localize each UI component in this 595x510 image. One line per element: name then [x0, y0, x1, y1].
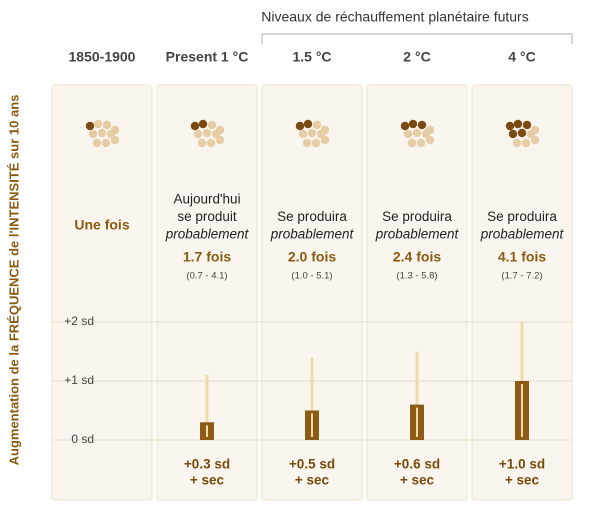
dot-light	[101, 138, 111, 148]
dot-light	[530, 135, 540, 145]
dot-light	[320, 135, 330, 145]
dot-dark	[505, 121, 515, 131]
dot-light	[307, 128, 317, 138]
dot-light	[521, 138, 531, 148]
dot-light	[530, 125, 540, 135]
description: probablement	[270, 227, 355, 242]
dot-dark	[295, 121, 305, 131]
frequency-label: 4.1 fois	[498, 249, 546, 265]
description: Aujourd'hui	[173, 192, 240, 207]
description: Se produira	[382, 209, 452, 224]
dry-label: + sec	[295, 473, 330, 488]
dot-light	[207, 120, 217, 130]
frequency-label: 2.0 fois	[288, 249, 336, 265]
dot-light	[412, 128, 422, 138]
dot-light	[197, 138, 207, 148]
column-card	[261, 84, 363, 501]
dot-dark	[508, 129, 518, 139]
description: Se produira	[277, 209, 347, 224]
dot-light	[110, 135, 120, 145]
column-card	[366, 84, 468, 501]
frequency-label: 2.4 fois	[393, 249, 441, 265]
dot-light	[302, 138, 312, 148]
dot-light	[311, 138, 321, 148]
description: se produit	[177, 209, 237, 224]
description: probablement	[480, 227, 565, 242]
column-header: 4 °C	[508, 49, 535, 65]
dot-dark	[522, 120, 532, 130]
dot-dark	[85, 121, 95, 131]
dot-light	[202, 128, 212, 138]
column-header: Present 1 °C	[166, 49, 249, 65]
column-header: 1850-1900	[69, 49, 136, 65]
frequency-label: 1.7 fois	[183, 249, 231, 265]
dot-light	[92, 138, 102, 148]
value-label: +0.6 sd	[394, 457, 440, 472]
value-label: +1.0 sd	[499, 457, 545, 472]
dot-light	[110, 125, 120, 135]
frequency-range: (0.7 - 4.1)	[186, 271, 227, 282]
column-card	[51, 84, 153, 501]
dot-light	[193, 129, 203, 139]
dot-light	[407, 138, 417, 148]
dot-light	[512, 138, 522, 148]
dot-light	[215, 135, 225, 145]
dot-dark	[303, 119, 313, 129]
dot-light	[93, 119, 103, 129]
header: Niveaux de réchauffement planétaire futu…	[261, 9, 528, 25]
dot-dark	[408, 119, 418, 129]
header-bracket	[261, 33, 573, 44]
frequency-range: (1.3 - 5.8)	[396, 271, 437, 282]
dot-light	[312, 120, 322, 130]
description: Se produira	[487, 209, 557, 224]
y-tick-label: 0 sd	[71, 432, 94, 446]
dry-label: + sec	[190, 473, 225, 488]
dot-light	[298, 129, 308, 139]
dot-light	[215, 125, 225, 135]
dot-dark	[517, 128, 527, 138]
y-label: Augmentation de la FRÉQUENCE de l'INTENS…	[6, 95, 21, 466]
dot-light	[425, 135, 435, 145]
dot-dark	[400, 121, 410, 131]
description: probablement	[375, 227, 460, 242]
y-tick-label: +1 sd	[64, 373, 94, 387]
dot-light	[206, 138, 216, 148]
frequency-range: (1.7 - 7.2)	[501, 271, 542, 282]
column-header: 1.5 °C	[292, 49, 331, 65]
dot-dark	[190, 121, 200, 131]
y-tick-label: +2 sd	[64, 314, 94, 328]
dot-light	[88, 129, 98, 139]
dry-label: + sec	[400, 473, 435, 488]
column-card	[156, 84, 258, 501]
frequency-range: (1.0 - 5.1)	[291, 271, 332, 282]
dot-light	[403, 129, 413, 139]
value-label: +0.3 sd	[184, 457, 230, 472]
column-card	[471, 84, 573, 501]
dot-dark	[417, 120, 427, 130]
dot-light	[425, 125, 435, 135]
dot-light	[320, 125, 330, 135]
dot-light	[97, 128, 107, 138]
dry-label: + sec	[505, 473, 540, 488]
dot-dark	[198, 119, 208, 129]
dot-light	[102, 120, 112, 130]
value-label: +0.5 sd	[289, 457, 335, 472]
description: probablement	[165, 227, 250, 242]
column-header: 2 °C	[403, 49, 430, 65]
dot-light	[416, 138, 426, 148]
frequency-label: Une fois	[74, 217, 129, 233]
dot-dark	[513, 119, 523, 129]
